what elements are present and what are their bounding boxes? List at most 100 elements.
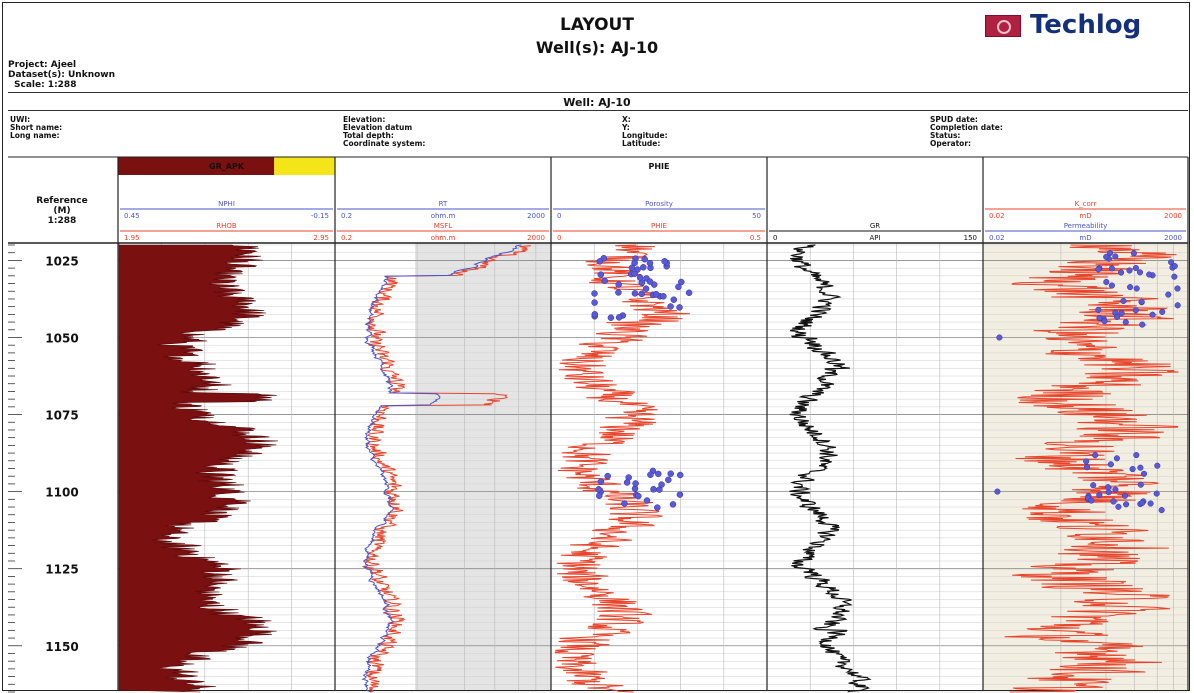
core-porosity-point [650,486,657,493]
core-permeability-point [1127,284,1134,291]
scale-unit-label: mD [1079,234,1091,242]
curve-name-label: GR [870,222,880,230]
scale-unit-label: ohm.m [431,234,456,242]
core-permeability-point [1095,306,1102,313]
core-porosity-point [621,500,628,507]
core-porosity-point [615,289,622,296]
core-permeability-point [1108,282,1115,289]
latitude-label: Latitude: [622,139,661,148]
core-porosity-point [623,479,631,486]
core-permeability-point [1096,315,1103,322]
curve-name-label: Porosity [645,200,673,208]
scale-right-label: 2000 [527,234,545,242]
gr-fill-curve [118,243,279,693]
core-permeability-point [1088,497,1095,504]
core-permeability-point [1137,464,1144,471]
track-banner-label: PHIE [649,162,670,171]
core-porosity-point [591,311,599,318]
well-banner-divider [8,110,1188,111]
core-permeability-point [1126,267,1133,274]
scale-left-label: 0 [557,234,561,242]
core-porosity-point [667,303,674,310]
core-permeability-point [1095,266,1102,273]
k-corr-curve [1004,244,1179,693]
techlog-logo-text: Techlog [1030,10,1142,40]
core-permeability-point [1139,499,1146,506]
core-permeability-point [1120,297,1127,305]
uwi-label: UWI: [10,115,31,124]
scale-unit-label: mD [1079,212,1091,220]
track-banner-label: GR_APK [209,162,245,171]
core-permeability-point [1171,263,1178,270]
scale-right-label: -0.15 [311,212,329,220]
core-porosity-point [654,504,661,511]
reference-label: Reference [36,196,87,206]
core-permeability-point [1118,269,1125,276]
core-permeability-point [1118,310,1125,317]
core-porosity-point [642,285,650,292]
scale-left-label: 0 [773,234,777,242]
curve-name-label: PHIE [651,222,667,230]
core-permeability-point [1165,291,1172,298]
techlog-logo-icon [985,15,1021,37]
core-permeability-point [1174,285,1181,292]
core-permeability-point [996,334,1003,341]
long-name-label: Long name: [10,131,60,140]
completion-date-label: Completion date: [930,123,1003,132]
core-porosity-point [641,255,648,263]
scale-left-label: 0.45 [124,212,140,220]
core-porosity-point [658,481,665,488]
scale-right-label: 2000 [1164,212,1182,220]
core-permeability-point [1103,278,1110,286]
core-permeability-point [1147,500,1154,507]
core-porosity-point [676,304,683,311]
depth-label: 1025 [45,254,78,268]
core-porosity-point [665,476,672,484]
core-permeability-point [1138,298,1145,305]
reference-scale: 1:288 [48,216,77,226]
rt-curve [361,244,522,693]
y-label: Y: [622,123,630,132]
well-info-col4: SPUD date: Completion date: Status: Oper… [930,116,1003,148]
core-porosity-point [604,472,611,480]
core-porosity-point [647,471,654,479]
scale-left-label: 0.02 [989,234,1005,242]
core-permeability-point [1132,264,1139,272]
core-permeability-point [1101,318,1108,325]
core-porosity-point [638,290,645,298]
scale-right-label: 2000 [527,212,545,220]
core-permeability-point [1092,452,1099,459]
core-permeability-point [1112,253,1119,260]
core-porosity-point [655,470,662,478]
elevation-label: Elevation: [343,115,386,124]
depth-label: 1100 [45,486,78,500]
depth-label: 1075 [45,409,78,423]
track2-shade [415,243,551,690]
core-permeability-point [1137,481,1144,488]
core-porosity-point [596,258,604,265]
core-permeability-point [1136,269,1144,276]
core-permeability-point [1132,307,1139,314]
core-permeability-point [1083,458,1090,465]
core-porosity-point [635,492,642,500]
spud-date-label: SPUD date: [930,115,978,124]
core-permeability-point [1090,482,1097,489]
curve-name-label: NPHI [218,200,235,208]
well-info-col1: UWI: Short name: Long name: [10,116,62,140]
depth-label: 1125 [45,563,78,577]
operator-label: Operator: [930,139,972,148]
core-permeability-point [1129,466,1136,473]
core-porosity-point [660,293,667,300]
core-porosity-point [631,290,639,297]
scale-left-label: 0.2 [341,212,352,220]
core-porosity-point [652,290,660,298]
core-porosity-point [646,278,654,285]
core-porosity-point [597,271,605,278]
core-permeability-point [1121,492,1129,499]
core-porosity-point [678,278,685,286]
core-porosity-point [640,264,647,271]
scale-right-label: 2000 [1164,234,1182,242]
core-permeability-point [1153,490,1160,497]
core-porosity-point [591,299,598,306]
core-porosity-point [615,314,623,321]
